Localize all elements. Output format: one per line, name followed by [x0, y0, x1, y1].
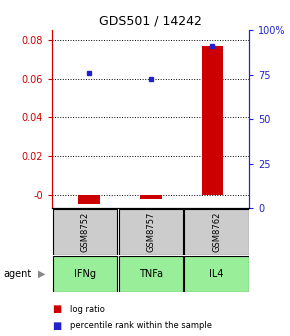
Bar: [202, 46, 223, 195]
Text: IL4: IL4: [209, 269, 224, 279]
Text: GSM8757: GSM8757: [146, 212, 155, 252]
Text: IFNg: IFNg: [74, 269, 96, 279]
Text: ■: ■: [52, 304, 61, 314]
Text: log ratio: log ratio: [70, 305, 104, 313]
Text: ▶: ▶: [38, 269, 45, 279]
Text: agent: agent: [3, 269, 31, 279]
Bar: [53, 256, 117, 292]
Text: TNFa: TNFa: [139, 269, 163, 279]
Bar: [184, 209, 249, 255]
Bar: [184, 256, 249, 292]
Bar: [119, 256, 183, 292]
Title: GDS501 / 14242: GDS501 / 14242: [99, 15, 202, 28]
Text: ■: ■: [52, 321, 61, 331]
Text: GSM8762: GSM8762: [212, 212, 221, 252]
Bar: [119, 209, 183, 255]
Text: GSM8752: GSM8752: [81, 212, 90, 252]
Bar: [140, 195, 162, 199]
Bar: [53, 209, 117, 255]
Bar: [78, 195, 100, 204]
Text: percentile rank within the sample: percentile rank within the sample: [70, 322, 212, 330]
